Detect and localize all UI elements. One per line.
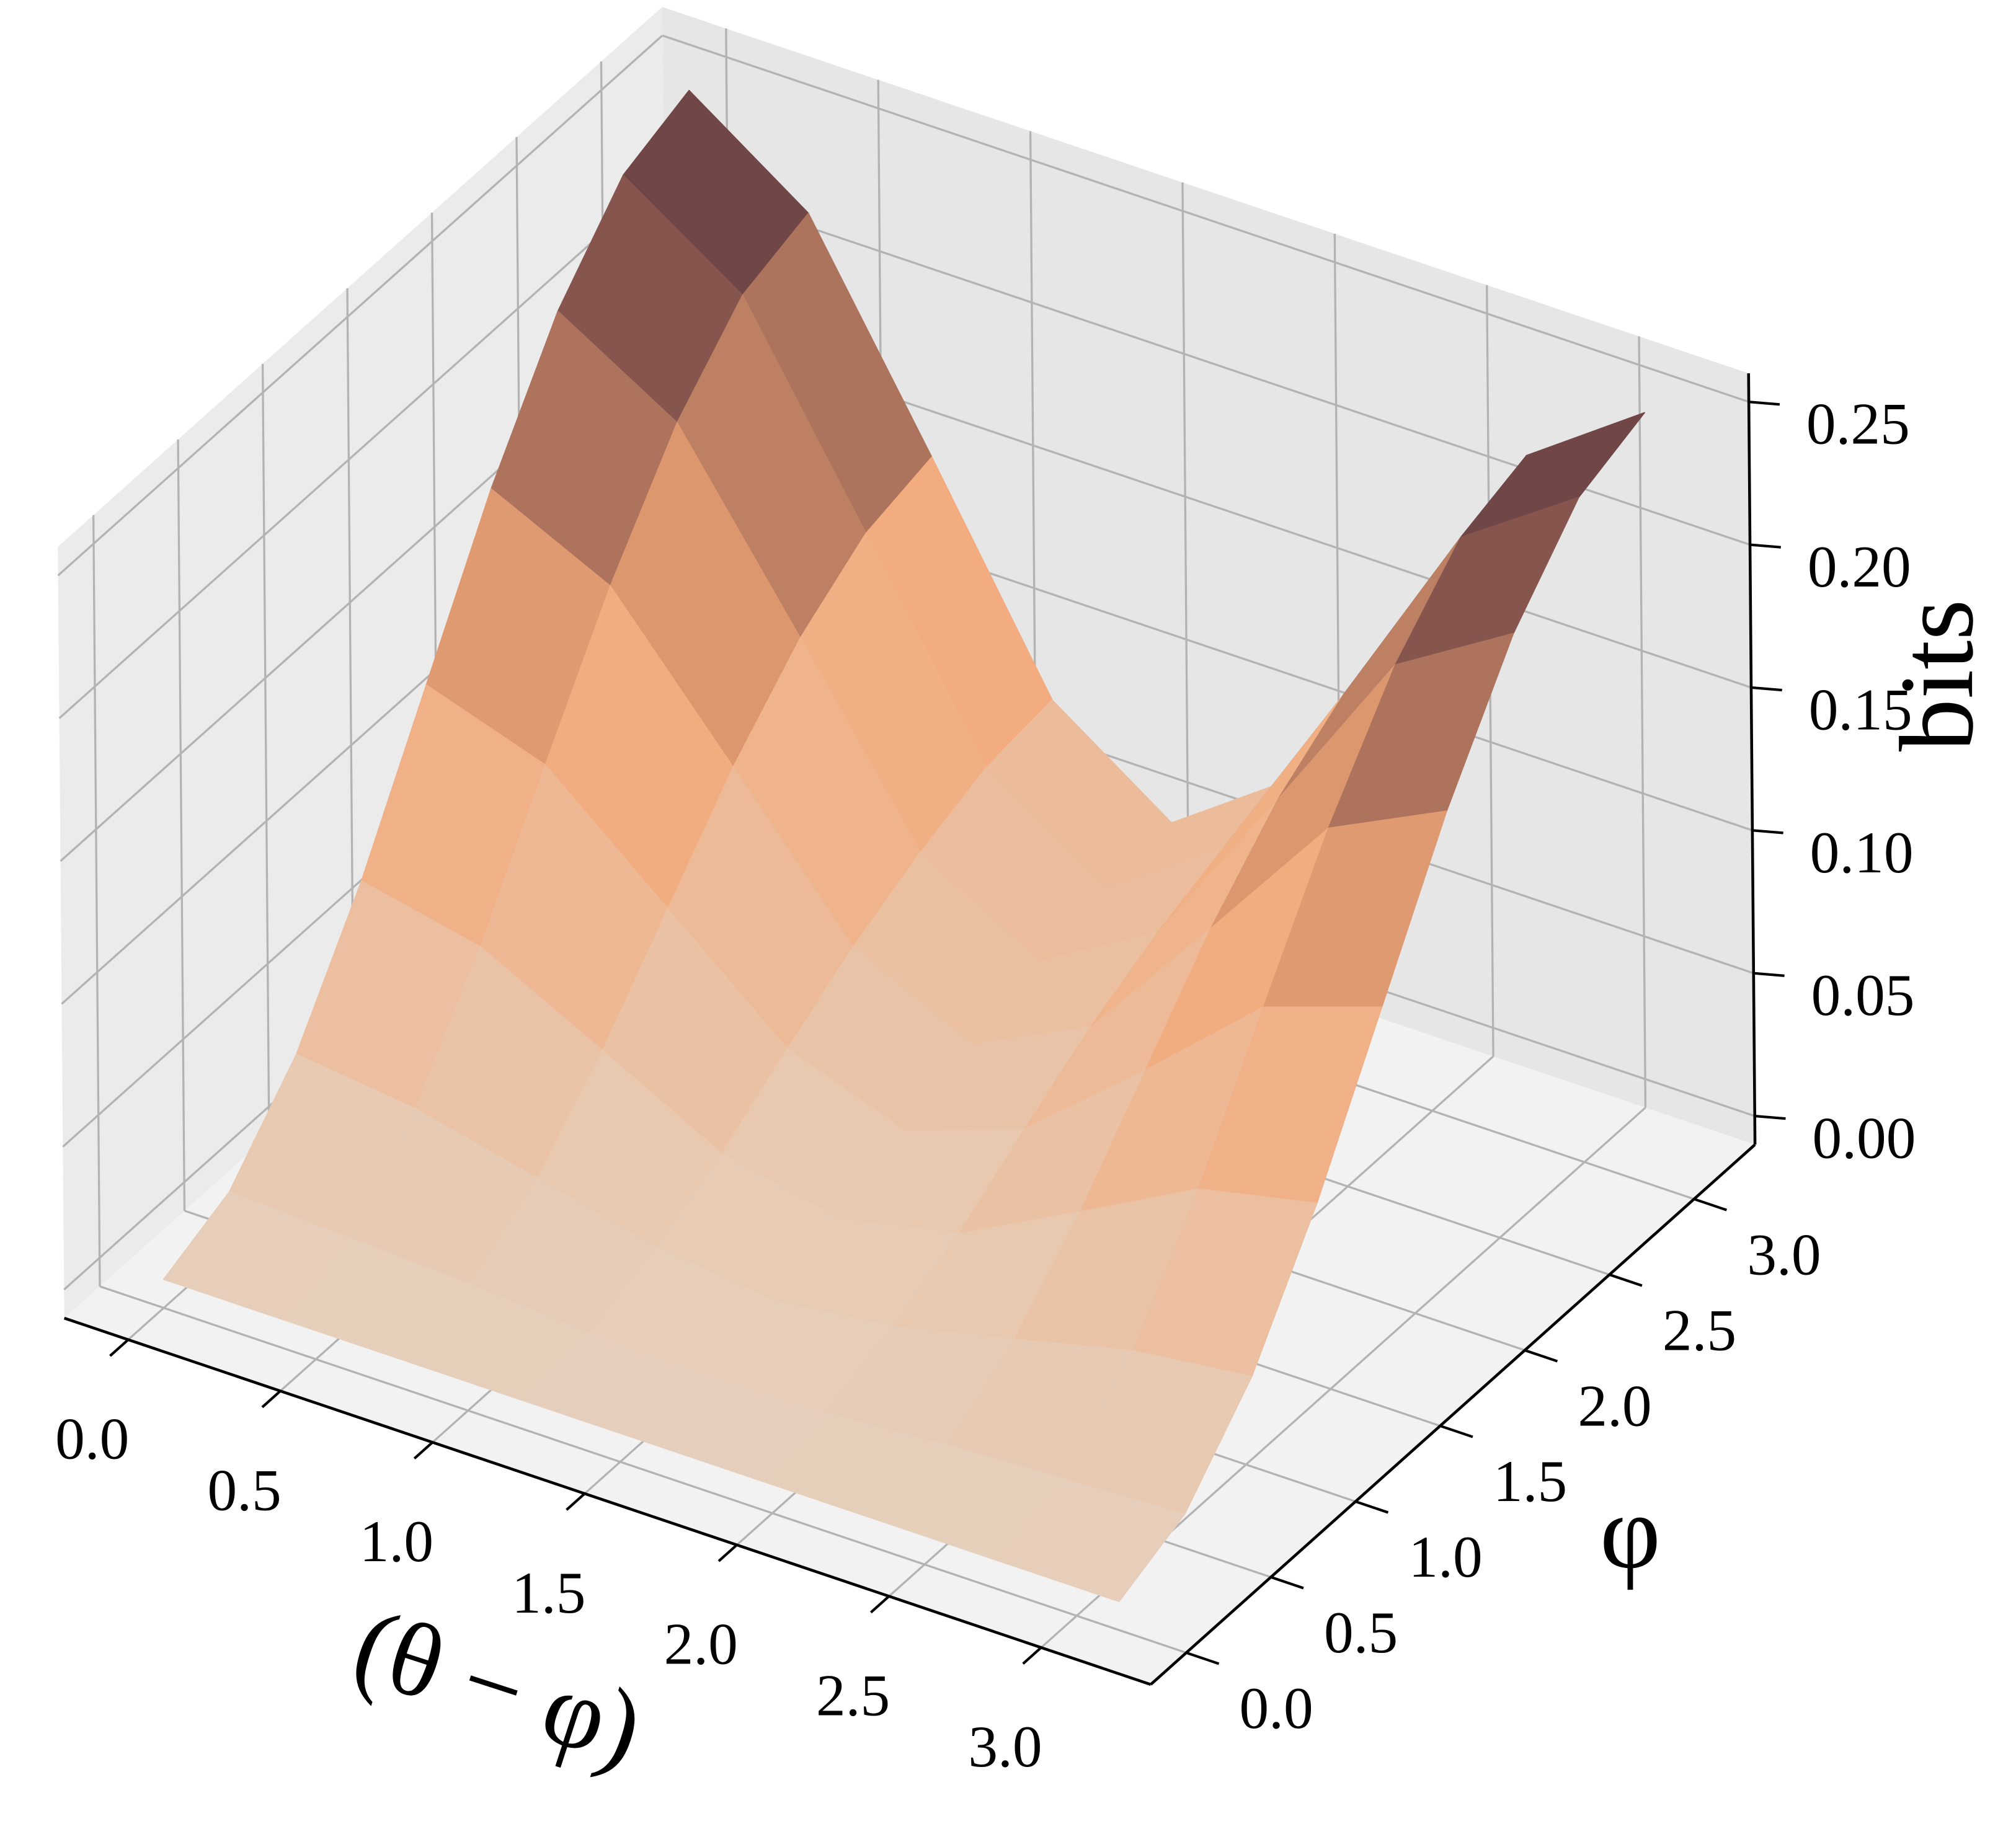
grid-line	[261, 363, 270, 1135]
y-axis-label: φ	[1600, 1474, 1661, 1590]
surface	[162, 89, 1645, 1603]
tick-mark	[1694, 1197, 1728, 1211]
y-tick-label: 0.5	[1324, 1600, 1398, 1665]
tick-mark	[1439, 1424, 1473, 1438]
tick-mark	[869, 1595, 890, 1614]
left-pane	[58, 7, 669, 1319]
grid-line	[57, 35, 664, 577]
z-tick-label: 0.05	[1811, 962, 1915, 1028]
tick-mark	[1270, 1575, 1304, 1590]
z-tick-label: 0.20	[1808, 534, 1911, 600]
tick-mark	[109, 1339, 130, 1357]
tick-mark	[413, 1441, 433, 1459]
x-tick-label: 2.5	[816, 1662, 890, 1728]
grid-line	[177, 439, 186, 1211]
x-tick-label: 1.5	[512, 1560, 585, 1626]
z-axis-label: bits	[1878, 600, 1995, 752]
y-tick-label: 1.5	[1493, 1448, 1567, 1514]
y-tick-label: 3.0	[1747, 1221, 1821, 1287]
tick-mark	[1609, 1273, 1643, 1287]
tick-mark	[1752, 829, 1783, 835]
y-tick-label: 2.5	[1663, 1297, 1736, 1363]
y-tick-label: 0.0	[1239, 1675, 1313, 1741]
axes: 0.00.51.01.52.02.53.00.00.51.01.52.02.53…	[55, 373, 1916, 1779]
x-tick-label: 1.0	[360, 1508, 433, 1574]
tick-mark	[1754, 1114, 1786, 1120]
tick-mark	[1753, 972, 1785, 977]
x-tick-label: 2.0	[664, 1611, 738, 1677]
y-tick-label: 1.0	[1408, 1524, 1482, 1590]
tick-mark	[1186, 1651, 1220, 1665]
x-tick-label: 0.0	[55, 1406, 129, 1472]
z-tick-label: 0.10	[1810, 820, 1914, 885]
axis-line	[1747, 373, 1757, 1145]
axis-line	[63, 1316, 1152, 1686]
tick-mark	[1524, 1348, 1558, 1363]
grid-line	[662, 34, 1749, 403]
x-tick-label: 3.0	[968, 1714, 1042, 1779]
grid-line	[58, 177, 665, 719]
tick-mark	[717, 1544, 738, 1562]
tick-mark	[261, 1390, 282, 1409]
z-tick-label: 0.00	[1813, 1105, 1916, 1171]
x-tick-label: 0.5	[207, 1457, 281, 1523]
z-tick-label: 0.25	[1806, 391, 1910, 457]
tick-mark	[1022, 1646, 1042, 1665]
tick-mark	[1751, 686, 1782, 692]
tick-mark	[566, 1492, 586, 1511]
surface-patch	[1000, 1479, 1186, 1603]
axis-line	[1150, 1143, 1756, 1686]
z-tick-label: 0.15	[1809, 676, 1912, 742]
x-axis-label: (θ − φ)	[341, 1586, 657, 1787]
grid-line	[92, 515, 101, 1286]
tick-mark	[1748, 401, 1780, 406]
tick-mark	[1355, 1500, 1389, 1514]
tick-mark	[1749, 543, 1781, 549]
grid-line	[99, 1285, 1187, 1654]
grid-line	[1638, 336, 1647, 1108]
y-tick-label: 2.0	[1578, 1373, 1651, 1438]
